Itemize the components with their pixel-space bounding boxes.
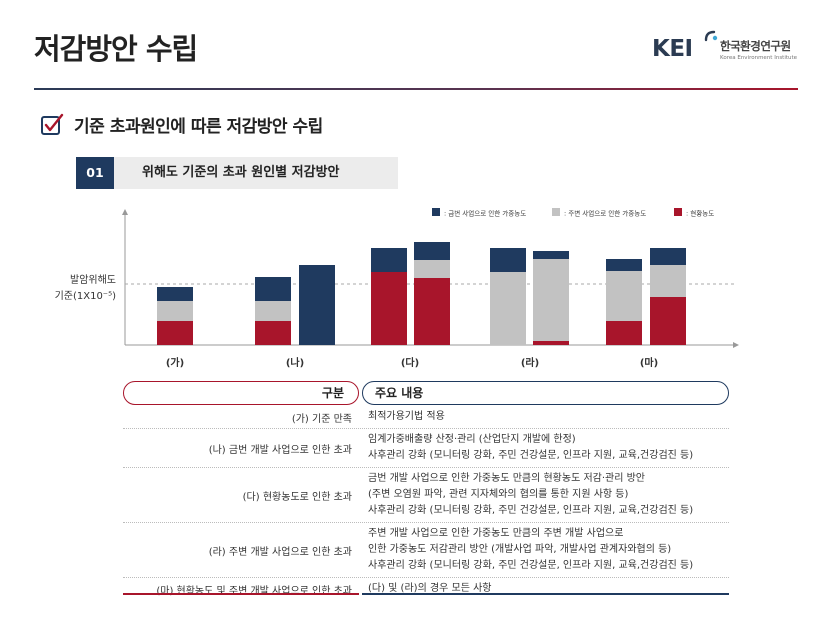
bar-segment-gray <box>650 265 686 297</box>
table-row: (라) 주변 개발 사업으로 인한 초과 주변 개발 사업으로 인한 가중농도 만… <box>123 523 729 578</box>
row-content: (다) 및 (라)의 경우 모든 사항 <box>362 578 729 600</box>
threshold-label-line2: 기준(1X10⁻⁵) <box>55 290 117 302</box>
page-title: 저감방안 수립 <box>34 32 198 66</box>
row-category: (마) 현황농도 및 주변 개발 사업으로 인한 초과 <box>156 585 352 597</box>
bar-segment-gray <box>533 259 569 341</box>
table-header-category: 구분 <box>123 381 359 405</box>
row-category: (나) 금번 개발 사업으로 인한 초과 <box>208 444 352 456</box>
bar-segment-navy <box>157 287 193 301</box>
bar-segment-navy <box>533 251 569 259</box>
content-line: (다) 및 (라)의 경우 모든 사항 <box>368 583 492 594</box>
legend-label: : 주변 사업으로 인한 가중농도 <box>564 209 646 218</box>
legend-swatch <box>432 208 440 216</box>
row-content: 임계가중배출량 산정·관리 (산업단지 개발에 한정) 사후관리 강화 (모니터링… <box>362 429 729 467</box>
row-category: (가) 기준 만족 <box>291 413 352 425</box>
content-line: (주변 오염원 파악, 관련 지자체와의 협의를 통한 지원 사항 등) <box>368 489 629 500</box>
content-line: 최적가용기법 적용 <box>368 411 445 422</box>
bar-segment-red <box>157 321 193 345</box>
bar-segment-gray <box>606 271 642 321</box>
bar-segment-navy <box>255 277 291 301</box>
sub-heading-text: 기준 초과원인에 따른 저감방안 수립 <box>74 117 323 137</box>
content-line: 인한 가중농도 저감관리 방안 (개발사업 파악, 개발사업 관계자와협의 등) <box>368 544 672 555</box>
logo-english: Korea Environment Institute <box>720 55 798 61</box>
content-line: 금번 개발 사업으로 인한 가중농도 만큼의 현황농도 저감·관리 방안 <box>368 473 646 484</box>
bar-segment-red <box>533 341 569 345</box>
section-number: 01 <box>76 157 114 189</box>
sub-heading: 기준 초과원인에 따른 저감방안 수립 <box>40 112 323 137</box>
x-tick-label: (가) <box>166 356 184 369</box>
bar-segment-navy <box>490 248 526 272</box>
bar-segment-red <box>414 278 450 345</box>
table-bottom-line-right <box>362 593 729 595</box>
x-tick-label: (나) <box>286 356 304 369</box>
bar-segment-gray <box>157 301 193 321</box>
legend-swatch <box>674 208 682 216</box>
legend-label: : 금번 사업으로 인한 가중농도 <box>444 209 526 218</box>
row-content: 금번 개발 사업으로 인한 가중농도 만큼의 현황농도 저감·관리 방안 (주변… <box>362 468 729 522</box>
table-row: (나) 금번 개발 사업으로 인한 초과 임계가중배출량 산정·관리 (산업단지 … <box>123 429 729 468</box>
bar-segment-navy <box>414 242 450 260</box>
section-bar: 01 위해도 기준의 초과 원인별 저감방안 <box>76 157 398 189</box>
bar-segment-gray <box>490 272 526 345</box>
content-line: 임계가중배출량 산정·관리 (산업단지 개발에 한정) <box>368 434 576 445</box>
y-axis-arrow-icon <box>122 209 128 215</box>
logo-korean: 한국환경연구원 <box>720 39 791 53</box>
x-tick-label: (다) <box>401 356 419 369</box>
content-line: 사후관리 강화 (모니터링 강화, 주민 건강설문, 인프라 지원, 교육,건강… <box>368 505 694 516</box>
bar-segment-red <box>606 321 642 345</box>
bar-segment-navy <box>606 259 642 271</box>
row-category: (라) 주변 개발 사업으로 인한 초과 <box>208 546 352 558</box>
row-category: (다) 현황농도로 인한 초과 <box>242 491 352 503</box>
bar-segment-red <box>650 297 686 345</box>
title-divider <box>34 88 798 90</box>
table-header-content: 주요 내용 <box>362 381 729 405</box>
legend-label: : 현황농도 <box>686 209 714 218</box>
bar-segment-navy <box>650 248 686 265</box>
table-row: (가) 기준 만족 최적가용기법 적용 <box>123 406 729 429</box>
content-line: 사후관리 강화 (모니터링 강화, 주민 건강설문, 인프라 지원, 교육,건강… <box>368 560 694 571</box>
bar-segment-red <box>371 272 407 345</box>
bar-segment-gray <box>255 301 291 321</box>
checkbox-check-icon <box>41 113 64 135</box>
x-tick-label: (라) <box>521 356 539 369</box>
table-row: (다) 현황농도로 인한 초과 금번 개발 사업으로 인한 가중농도 만큼의 현황… <box>123 468 729 523</box>
threshold-label-line1: 발암위해도 <box>70 273 116 286</box>
bar-segment-gray <box>414 260 450 278</box>
bar-segment-red <box>255 321 291 345</box>
kei-logo: KEI 한국환경연구원 Korea Environment Institute <box>652 30 802 70</box>
legend-swatch <box>552 208 560 216</box>
logo-swirl-icon <box>704 30 718 42</box>
table-bottom-line-left <box>123 593 359 595</box>
table-row: (마) 현황농도 및 주변 개발 사업으로 인한 초과 (다) 및 (라)의 경우… <box>123 578 729 600</box>
logo-mark: KEI <box>652 36 693 62</box>
measures-table: (가) 기준 만족 최적가용기법 적용 (나) 금번 개발 사업으로 인한 초과 임계… <box>123 406 729 600</box>
row-content: 최적가용기법 적용 <box>362 406 729 428</box>
content-line: 주변 개발 사업으로 인한 가중농도 만큼의 주변 개발 사업으로 <box>368 528 624 539</box>
bar-segment-navy <box>299 265 335 345</box>
x-tick-label: (마) <box>640 356 658 369</box>
content-line: 사후관리 강화 (모니터링 강화, 주민 건강설문, 인프라 지원, 교육,건강… <box>368 450 694 461</box>
section-title: 위해도 기준의 초과 원인별 저감방안 <box>142 165 340 180</box>
bar-segment-navy <box>371 248 407 272</box>
x-axis-arrow-icon <box>733 342 739 348</box>
